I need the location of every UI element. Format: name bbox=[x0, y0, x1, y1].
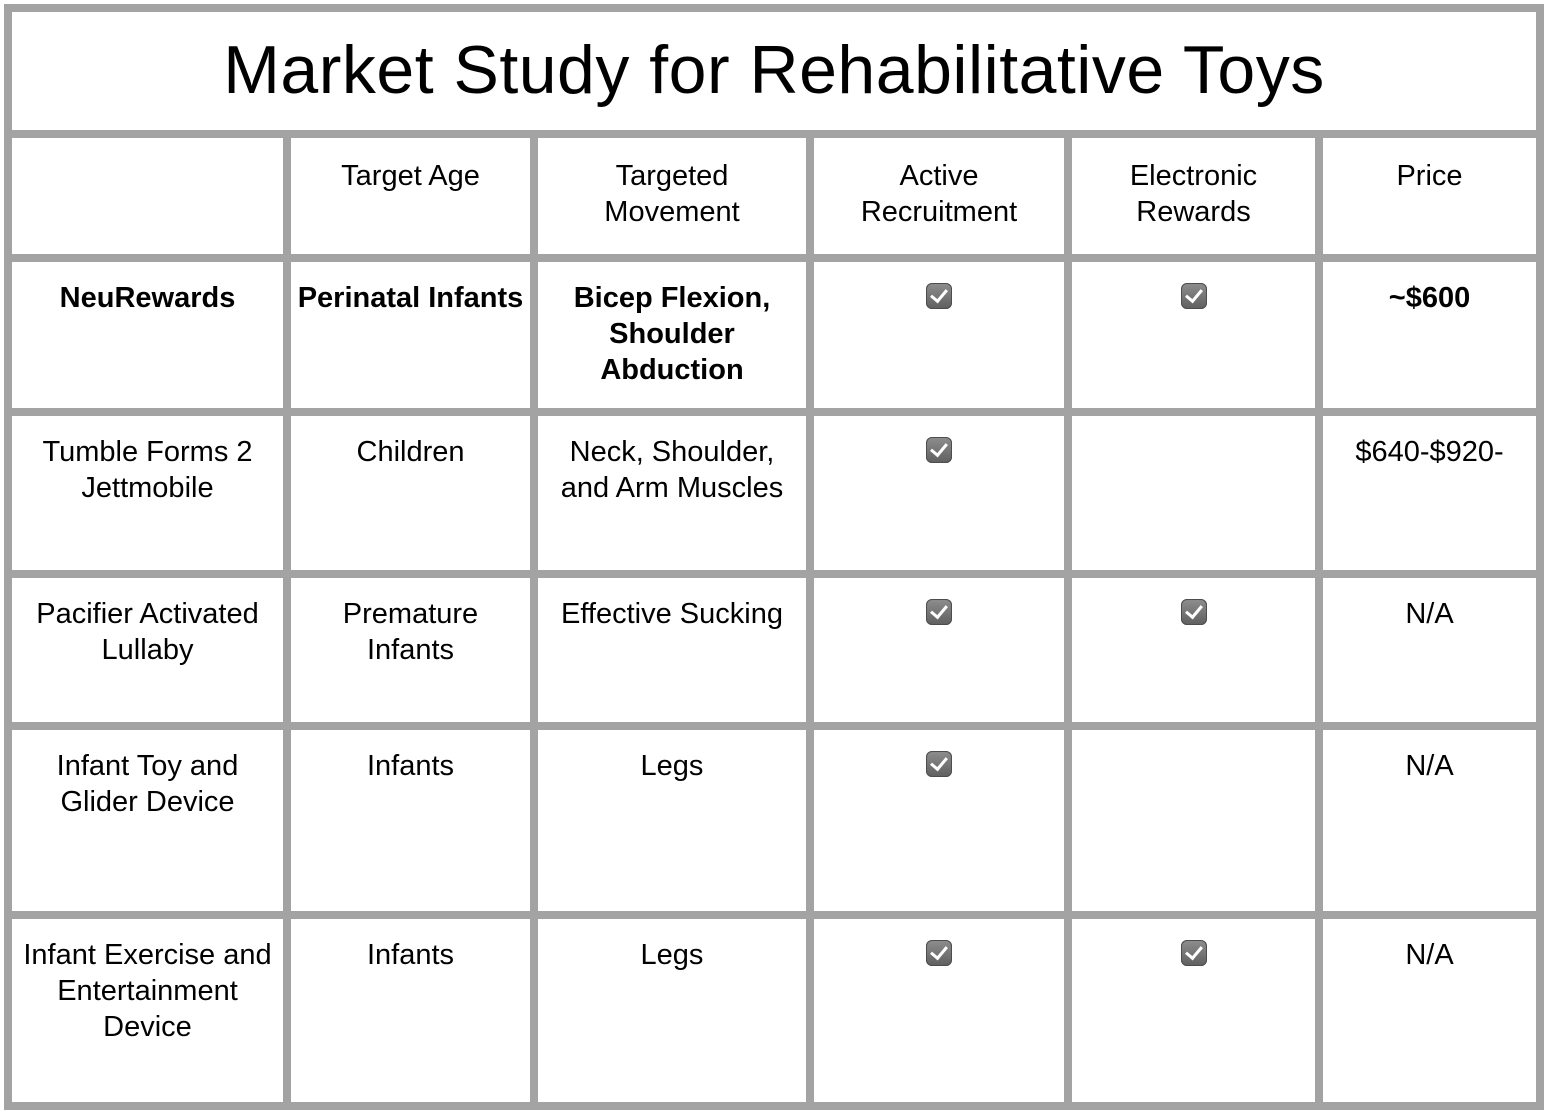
product-name: Pacifier Activated Lullaby bbox=[36, 598, 259, 666]
product-name: NeuRewards bbox=[59, 282, 236, 314]
cell-text: N/A bbox=[1405, 598, 1454, 630]
table-cell: Children bbox=[291, 416, 530, 570]
table-cell: Perinatal Infants bbox=[291, 262, 530, 408]
table-cell bbox=[1072, 416, 1315, 570]
cell-text: Legs bbox=[640, 750, 704, 782]
table-title: Market Study for Rehabilitative Toys bbox=[223, 32, 1325, 108]
table-cell: Bicep Flexion, Shoulder Abduction bbox=[538, 262, 806, 408]
cell-text: Premature Infants bbox=[342, 598, 479, 666]
column-header: Active Recruitment bbox=[814, 138, 1064, 254]
table-cell: N/A bbox=[1323, 578, 1536, 722]
cell-text: Neck, Shoulder, and Arm Muscles bbox=[560, 436, 784, 504]
cell-text: Effective Sucking bbox=[561, 598, 783, 630]
column-header-label: Targeted Movement bbox=[604, 160, 740, 228]
table-cell: Premature Infants bbox=[291, 578, 530, 722]
column-header bbox=[12, 138, 283, 254]
column-header-label: Electronic Rewards bbox=[1129, 160, 1258, 228]
grid-line-vertical bbox=[283, 130, 291, 1110]
table-cell bbox=[1072, 262, 1315, 408]
cell-text: Infants bbox=[366, 939, 455, 971]
checked-checkbox-icon bbox=[926, 599, 952, 625]
row-name-cell: Infant Exercise and Entertainment Device bbox=[12, 919, 283, 1102]
grid-line-vertical bbox=[530, 130, 538, 1110]
cell-text: Legs bbox=[640, 939, 704, 971]
row-name-cell: Pacifier Activated Lullaby bbox=[12, 578, 283, 722]
table-cell: N/A bbox=[1323, 730, 1536, 911]
grid-line-vertical bbox=[4, 4, 12, 1110]
cell-text: Infants bbox=[366, 750, 455, 782]
checked-checkbox-icon bbox=[926, 940, 952, 966]
cell-text: Children bbox=[356, 436, 465, 468]
checked-checkbox-icon bbox=[1180, 599, 1207, 625]
product-name: Infant Exercise and Entertainment Device bbox=[23, 939, 272, 1043]
checked-checkbox-icon bbox=[926, 283, 952, 309]
grid-line-horizontal bbox=[4, 408, 1544, 416]
product-name: Tumble Forms 2 Jettmobile bbox=[42, 436, 253, 504]
row-name-cell: Infant Toy and Glider Device bbox=[12, 730, 283, 911]
table-cell: $640-$920- bbox=[1323, 416, 1536, 570]
column-header: Targeted Movement bbox=[538, 138, 806, 254]
table-cell: Effective Sucking bbox=[538, 578, 806, 722]
checked-checkbox-icon bbox=[926, 751, 952, 777]
cell-text: ~$600 bbox=[1388, 282, 1471, 314]
table-cell bbox=[1072, 578, 1315, 722]
row-name-cell: NeuRewards bbox=[12, 262, 283, 408]
column-header-label: Target Age bbox=[341, 160, 480, 192]
grid-line-vertical bbox=[1536, 4, 1544, 1110]
checked-checkbox-icon bbox=[926, 437, 952, 463]
cell-text: $640-$920- bbox=[1355, 436, 1504, 468]
table-cell bbox=[814, 416, 1064, 570]
table-cell: N/A bbox=[1323, 919, 1536, 1102]
table-cell: Neck, Shoulder, and Arm Muscles bbox=[538, 416, 806, 570]
cell-text: Bicep Flexion, Shoulder Abduction bbox=[573, 282, 771, 386]
table-cell: Infants bbox=[291, 730, 530, 911]
table-cell bbox=[1072, 919, 1315, 1102]
product-name: Infant Toy and Glider Device bbox=[56, 750, 239, 818]
grid-line-horizontal bbox=[4, 254, 1544, 262]
table-cell bbox=[814, 919, 1064, 1102]
checked-checkbox-icon bbox=[1180, 283, 1207, 309]
column-header-label: Price bbox=[1396, 160, 1463, 192]
table-cell bbox=[814, 578, 1064, 722]
row-name-cell: Tumble Forms 2 Jettmobile bbox=[12, 416, 283, 570]
cell-text: Perinatal Infants bbox=[297, 282, 524, 314]
grid-line-horizontal bbox=[4, 911, 1544, 919]
grid-line-horizontal bbox=[4, 570, 1544, 578]
grid-line-vertical bbox=[1064, 130, 1072, 1110]
column-header-label: Active Recruitment bbox=[860, 160, 1018, 228]
cell-text: N/A bbox=[1405, 939, 1454, 971]
grid-line-horizontal bbox=[4, 4, 1544, 12]
column-header: Price bbox=[1323, 138, 1536, 254]
checked-checkbox-icon bbox=[1180, 940, 1207, 966]
table-cell: Legs bbox=[538, 730, 806, 911]
table-cell bbox=[1072, 730, 1315, 911]
table-cell bbox=[814, 730, 1064, 911]
grid-line-vertical bbox=[806, 130, 814, 1110]
table-cell: Infants bbox=[291, 919, 530, 1102]
cell-text: N/A bbox=[1405, 750, 1454, 782]
column-header: Electronic Rewards bbox=[1072, 138, 1315, 254]
table-cell: ~$600 bbox=[1323, 262, 1536, 408]
grid-line-horizontal bbox=[4, 1102, 1544, 1110]
grid-line-horizontal bbox=[4, 130, 1544, 138]
table-cell bbox=[814, 262, 1064, 408]
table-cell: Legs bbox=[538, 919, 806, 1102]
grid-line-vertical bbox=[1315, 130, 1323, 1110]
column-header: Target Age bbox=[291, 138, 530, 254]
grid-line-horizontal bbox=[4, 722, 1544, 730]
